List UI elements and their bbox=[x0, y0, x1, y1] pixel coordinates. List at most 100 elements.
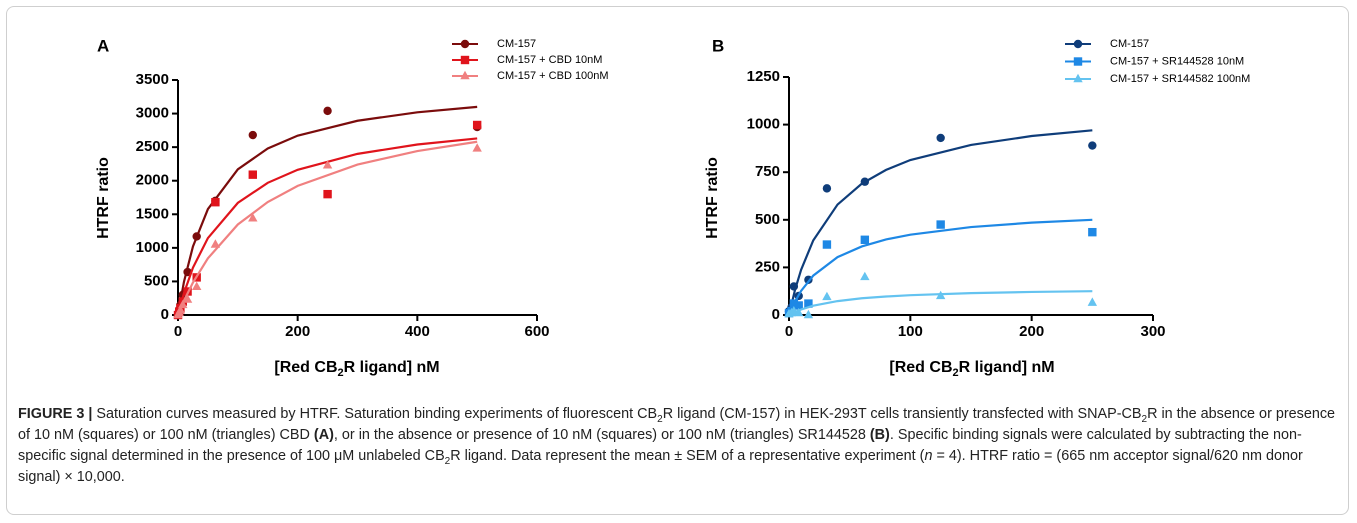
x-tick-label: 300 bbox=[1140, 323, 1165, 340]
marker-square bbox=[936, 220, 945, 229]
caption-text: Saturation curves measured by HTRF. Satu… bbox=[92, 406, 658, 422]
y-axis-label: HTRF ratio bbox=[95, 157, 112, 239]
marker-square bbox=[789, 299, 799, 308]
x-axis-label-part: R ligand] nM bbox=[959, 359, 1055, 376]
panel-label: B bbox=[712, 36, 724, 55]
marker-square bbox=[460, 55, 470, 65]
fit-curve bbox=[176, 137, 478, 316]
y-tick-label: 750 bbox=[755, 163, 780, 180]
marker-square bbox=[794, 301, 803, 310]
legend-label: CM-157 bbox=[497, 38, 536, 50]
legend-label: CM-157 bbox=[1110, 38, 1149, 50]
marker-circle bbox=[822, 184, 832, 193]
fit-curve bbox=[787, 218, 1093, 316]
figure-frame bbox=[6, 6, 1349, 515]
y-tick-label: 1250 bbox=[747, 68, 780, 85]
x-axis-label-sub: 2 bbox=[953, 367, 959, 379]
marker-triangle bbox=[175, 305, 186, 314]
x-tick-label: 200 bbox=[285, 323, 310, 340]
marker-square bbox=[1073, 57, 1083, 66]
y-tick-label: 1000 bbox=[136, 239, 169, 256]
caption: FIGURE 3 | Saturation curves measured by… bbox=[18, 404, 1343, 488]
caption-text: , or in the absence or presence of 10 nM… bbox=[333, 427, 870, 443]
caption-text: = 4). HTRF ratio = (665 nm acceptor sign… bbox=[18, 448, 1303, 485]
marker-square bbox=[822, 240, 832, 249]
x-axis-label-part: R ligand] nM bbox=[344, 359, 440, 376]
x-tick-label: 200 bbox=[1019, 323, 1044, 340]
marker-triangle bbox=[460, 70, 470, 80]
marker-square bbox=[211, 198, 220, 207]
marker-circle bbox=[192, 232, 201, 241]
y-tick-label: 2000 bbox=[136, 172, 169, 189]
marker-triangle bbox=[1087, 297, 1098, 306]
marker-circle bbox=[1073, 39, 1083, 49]
marker-square bbox=[804, 299, 813, 308]
caption-text: . Specific binding signals were calculat… bbox=[18, 427, 1302, 464]
y-tick-label: 0 bbox=[772, 306, 780, 323]
panel-label: A bbox=[97, 36, 109, 55]
x-axis-label-part: [Red CB bbox=[889, 359, 952, 376]
y-axis-label: HTRF ratio bbox=[704, 157, 721, 239]
y-tick-label: 500 bbox=[755, 211, 780, 228]
marker-triangle bbox=[322, 160, 333, 169]
x-tick-label: 100 bbox=[898, 323, 923, 340]
y-tick-label: 0 bbox=[161, 306, 169, 323]
caption-sub: 2 bbox=[657, 413, 663, 425]
caption-text: R ligand (CM-157) in HEK-293T cells tran… bbox=[662, 406, 1142, 422]
caption-italic: n bbox=[924, 448, 933, 464]
marker-triangle bbox=[248, 213, 258, 222]
marker-triangle bbox=[803, 309, 814, 319]
marker-triangle bbox=[191, 281, 202, 290]
caption-sub: 2 bbox=[1141, 413, 1148, 425]
marker-square bbox=[1088, 227, 1097, 237]
marker-circle bbox=[936, 133, 945, 143]
x-tick-label: 0 bbox=[785, 323, 793, 340]
legend-label: CM-157 + CBD 100nM bbox=[497, 70, 609, 82]
marker-triangle bbox=[178, 299, 188, 309]
legend-label: CM-157 + SR144528 10nM bbox=[1110, 55, 1244, 67]
y-tick-label: 3500 bbox=[136, 71, 169, 88]
marker-triangle bbox=[822, 291, 832, 301]
caption-text: R ligand. Data represent the mean ± SEM … bbox=[450, 448, 925, 464]
marker-circle bbox=[860, 177, 870, 186]
marker-triangle bbox=[794, 307, 804, 317]
marker-circle bbox=[789, 282, 799, 291]
marker-triangle bbox=[935, 290, 946, 300]
marker-square bbox=[323, 189, 332, 199]
y-tick-label: 2500 bbox=[136, 138, 169, 155]
y-tick-label: 1000 bbox=[747, 116, 780, 133]
marker-circle bbox=[1088, 141, 1097, 150]
x-tick-label: 400 bbox=[405, 323, 430, 340]
fit-curve bbox=[176, 105, 478, 316]
x-axis-label-part: [Red CB bbox=[274, 359, 337, 376]
x-axis-label-sub: 2 bbox=[338, 367, 344, 379]
marker-circle bbox=[248, 130, 257, 140]
marker-square bbox=[860, 235, 870, 244]
y-tick-label: 500 bbox=[144, 272, 169, 289]
marker-triangle bbox=[789, 305, 799, 315]
marker-triangle bbox=[210, 239, 221, 248]
caption-ref: (A) bbox=[313, 427, 334, 443]
x-tick-label: 600 bbox=[524, 323, 549, 340]
legend-label: CM-157 + SR144582 100nM bbox=[1110, 73, 1250, 85]
marker-triangle bbox=[182, 294, 193, 303]
legend-label: CM-157 + CBD 10nM bbox=[497, 54, 602, 66]
caption-label: FIGURE 3 | bbox=[18, 406, 93, 422]
y-tick-label: 3000 bbox=[136, 105, 169, 122]
marker-triangle bbox=[472, 143, 482, 152]
marker-triangle bbox=[1073, 73, 1083, 83]
x-axis-label: [Red CB2R ligand] nM bbox=[889, 359, 1054, 379]
x-axis-label: [Red CB2R ligand] nM bbox=[274, 359, 439, 379]
y-tick-label: 1500 bbox=[136, 205, 169, 222]
caption-ref: (B) bbox=[869, 427, 890, 443]
y-tick-label: 250 bbox=[755, 258, 780, 275]
marker-triangle bbox=[860, 271, 870, 281]
caption-text: R in the absence or presence of 10 nM (s… bbox=[18, 406, 1336, 443]
x-tick-label: 0 bbox=[174, 323, 182, 340]
marker-square bbox=[472, 120, 482, 130]
marker-circle bbox=[323, 106, 332, 116]
marker-square bbox=[248, 170, 257, 179]
caption-sub: 2 bbox=[444, 455, 451, 467]
